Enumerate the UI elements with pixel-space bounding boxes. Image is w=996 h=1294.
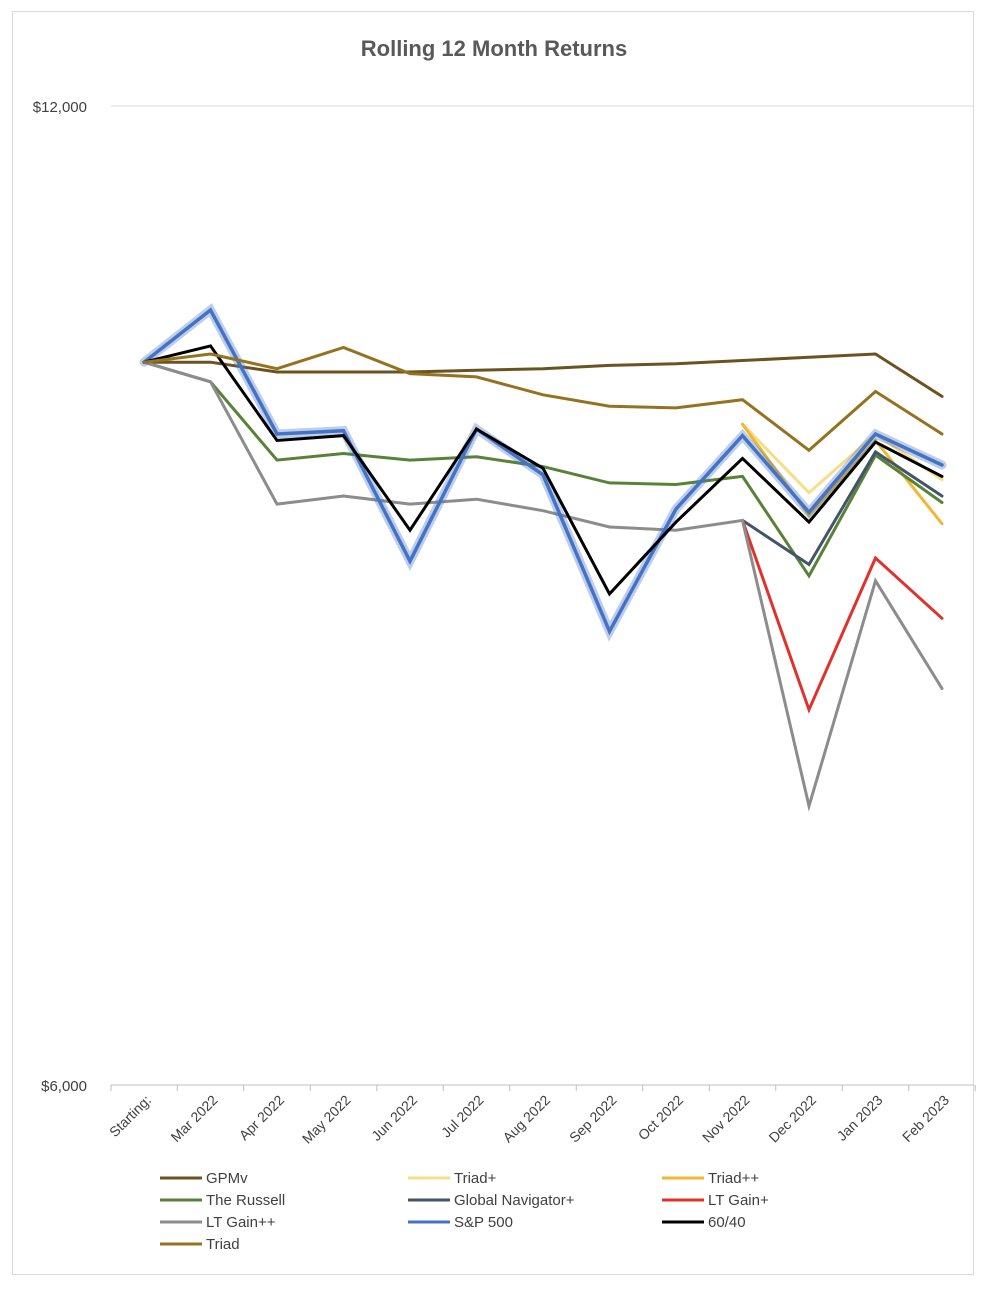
series-2 [741,422,944,526]
legend-item: GPMv [160,1170,248,1187]
legend-item: LT Gain++ [160,1214,276,1231]
legend-item: Triad++ [662,1170,759,1187]
axes [110,1084,976,1091]
legend-label: GPMv [206,1170,248,1187]
series-line [741,422,944,526]
x-tick-label: Feb 2023 [899,1092,952,1145]
legend-item: Triad+ [408,1170,497,1187]
legend-label: LT Gain++ [206,1214,276,1231]
legend-label: Triad++ [708,1170,759,1187]
legend-label: Triad [206,1236,240,1253]
series-6 [142,360,944,812]
series-5 [741,518,944,714]
legend-item: LT Gain+ [662,1192,769,1209]
series-line [741,518,944,714]
series-7 [139,303,947,642]
series-0 [142,352,944,398]
series-line [142,307,944,636]
x-tick-label: Oct 2022 [635,1092,687,1144]
x-tick-label: Jun 2022 [368,1092,420,1144]
series-4 [741,449,944,567]
chart-title: Rolling 12 Month Returns [361,36,627,61]
series-8 [142,344,944,597]
x-tick-label: Sep 2022 [566,1092,620,1146]
series-line [142,345,944,453]
series-9 [142,345,944,453]
legend-label: Global Navigator+ [454,1192,575,1209]
legend-item: Global Navigator+ [408,1192,575,1209]
legend-item: 60/40 [662,1214,746,1231]
legend-label: The Russell [206,1192,285,1209]
tick-labels: $6,000 $12,000 Starting: Mar 2022 Apr 2022 Ma… [33,99,952,1147]
legend-item: S&P 500 [408,1214,513,1231]
x-tick-label: Jan 2023 [834,1092,886,1144]
legend-label: Triad+ [454,1170,497,1187]
series-1 [741,422,944,495]
series-line [741,449,944,567]
series-lines [139,303,947,812]
x-tick-label: May 2022 [299,1092,354,1147]
x-tick-label: Mar 2022 [167,1092,220,1145]
x-tick-label: Dec 2022 [765,1092,819,1146]
x-tick-label: Jul 2022 [438,1092,487,1141]
series-line [741,422,944,495]
series-line [142,360,944,812]
legend-label: LT Gain+ [708,1192,769,1209]
x-tick-label: Starting: [106,1092,154,1140]
x-tick-label: Nov 2022 [699,1092,753,1146]
chart-frame [12,11,974,1275]
legend-item: The Russell [160,1192,285,1209]
series-line [142,352,944,398]
y-tick-label: $6,000 [41,1078,87,1095]
legend-label: S&P 500 [454,1214,513,1231]
legend: GPMv Triad+ Triad++ The Russell Global Navig… [160,1170,769,1253]
x-tick-label: Aug 2022 [499,1092,553,1146]
y-tick-label: $12,000 [33,99,87,116]
x-tick-label: Apr 2022 [236,1092,288,1144]
legend-item: Triad [160,1236,240,1253]
series-line [142,344,944,597]
legend-label: 60/40 [708,1214,746,1231]
